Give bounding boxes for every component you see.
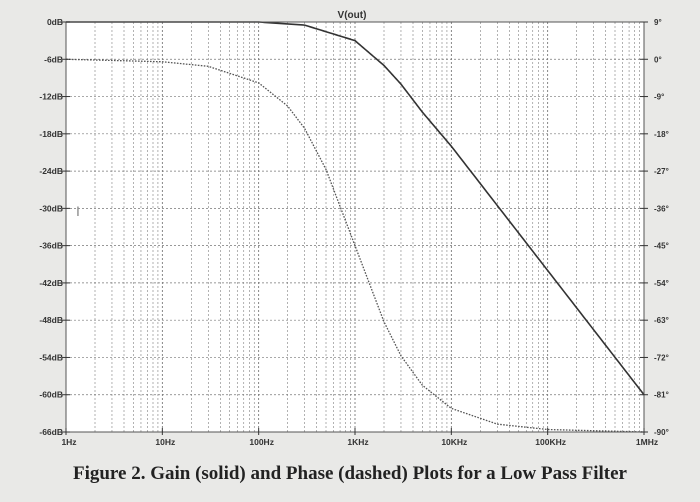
y-right-tick-label: -90° xyxy=(654,428,669,437)
series-layer xyxy=(65,21,645,433)
y-right-tick-label: -72° xyxy=(654,353,669,362)
y-left-tick-label: -24dB xyxy=(39,166,63,176)
y-right-tick-label: -54° xyxy=(654,279,669,288)
y-right-tick-label: -36° xyxy=(654,204,669,213)
y-right-tick-label: -18° xyxy=(654,130,669,139)
cursor-marker: I xyxy=(76,203,80,219)
y-left-tick-label: -36dB xyxy=(39,241,63,251)
y-left-tick-label: -6dB xyxy=(44,54,63,64)
x-tick-label: 100KHz xyxy=(535,437,566,447)
y-left-tick-label: -60dB xyxy=(39,390,63,400)
y-right-tick-label: -27° xyxy=(654,167,669,176)
y-right-tick-label: -9° xyxy=(654,93,664,102)
y-left-tick-label: -66dB xyxy=(39,427,63,437)
y-right-tick-label: 0° xyxy=(654,55,662,64)
y-right-tick-label: -81° xyxy=(654,391,669,400)
axes: 0dB -6dB -12dB -18dB -24dB -30dB -36dB -42dB -48… xyxy=(39,17,668,447)
y-left-tick-label: -48dB xyxy=(39,315,63,325)
x-tick-label: 1KHz xyxy=(347,437,368,447)
y-right-tick-label: -45° xyxy=(654,242,669,251)
y-left-tick-label: -18dB xyxy=(39,129,63,139)
figure-caption: Figure 2. Gain (solid) and Phase (dashed… xyxy=(72,463,627,484)
y-left-tick-label: -30dB xyxy=(39,203,63,213)
y-right-tick-label: 9° xyxy=(654,18,662,27)
x-tick-label: 10KHz xyxy=(441,437,467,447)
y-right-tick-label: -63° xyxy=(654,316,669,325)
x-tick-label: 100Hz xyxy=(249,437,274,447)
x-tick-label: 10Hz xyxy=(155,437,175,447)
chart-title: V(out) xyxy=(338,10,367,21)
y-left-tick-label: -12dB xyxy=(39,92,63,102)
y-left-tick-label: 0dB xyxy=(47,17,63,27)
y-left-tick-label: -54dB xyxy=(39,352,63,362)
x-tick-label: 1Hz xyxy=(61,437,76,447)
gain-series-line xyxy=(66,21,645,396)
grid xyxy=(65,21,645,433)
phase-series-line xyxy=(65,58,645,433)
x-tick-label: 1MHz xyxy=(636,437,658,447)
y-left-tick-label: -42dB xyxy=(39,278,63,288)
